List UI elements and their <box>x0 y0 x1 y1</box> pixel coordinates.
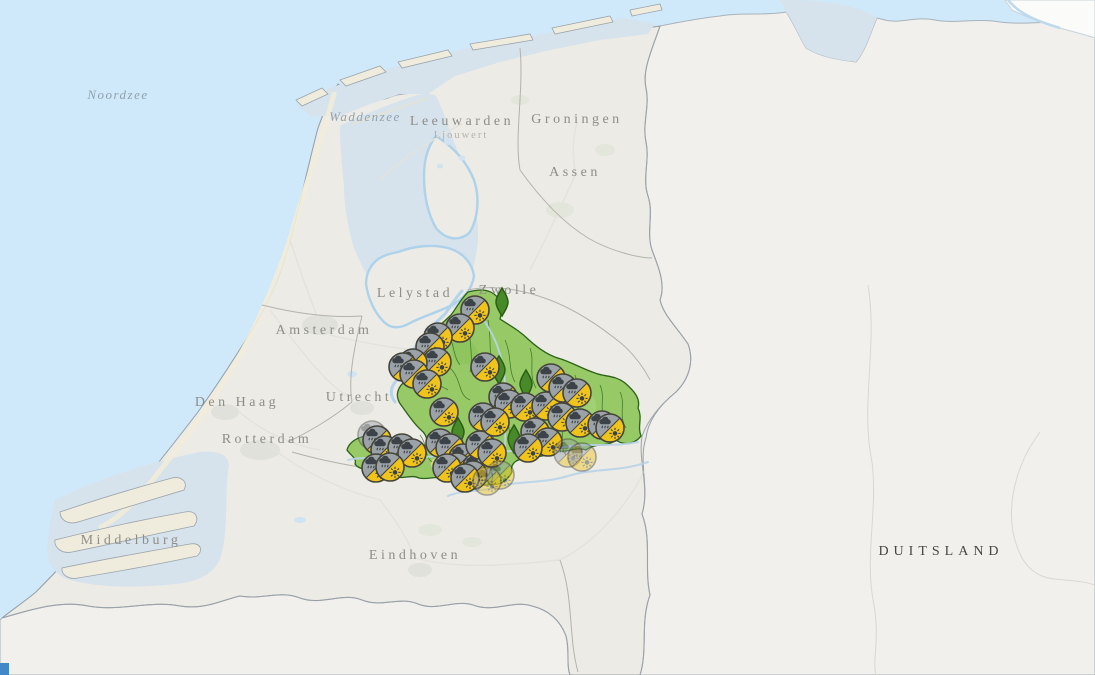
waddenzee <box>296 18 655 116</box>
ems-bay <box>780 0 877 62</box>
afsluitdijk <box>351 96 429 126</box>
city-label: Eindhoven <box>369 548 461 563</box>
noordoostpolder <box>422 134 479 240</box>
flevoland <box>364 244 476 329</box>
zeeland-islands <box>54 477 201 579</box>
city-label: Leeuwarden <box>410 114 514 129</box>
city-label: Groningen <box>531 112 622 127</box>
city-label: Lelystad <box>377 286 453 301</box>
friesland-lakes <box>294 139 466 523</box>
city-label: Zwolle <box>479 283 540 298</box>
map-corner-badge[interactable] <box>0 663 9 675</box>
city-label: Den Haag <box>195 395 279 410</box>
sea-label: Noordzee <box>86 87 148 102</box>
country-label: DUITSLAND <box>878 544 1003 559</box>
border-germany <box>639 25 692 675</box>
city-label: Amsterdam <box>276 323 373 338</box>
city-label: Assen <box>549 165 601 180</box>
wadden-islands <box>295 3 663 107</box>
city-label: Rotterdam <box>222 432 313 447</box>
sea-label: Waddenzee <box>329 109 401 124</box>
land-texture <box>211 95 615 577</box>
province-borders <box>261 47 653 673</box>
city-label: Middelburg <box>81 533 182 548</box>
city-label: Utrecht <box>326 390 392 405</box>
german-admin-lines <box>867 284 1095 675</box>
city-sub-label: Ljouwert <box>434 130 489 141</box>
border-belgium <box>1 594 571 675</box>
